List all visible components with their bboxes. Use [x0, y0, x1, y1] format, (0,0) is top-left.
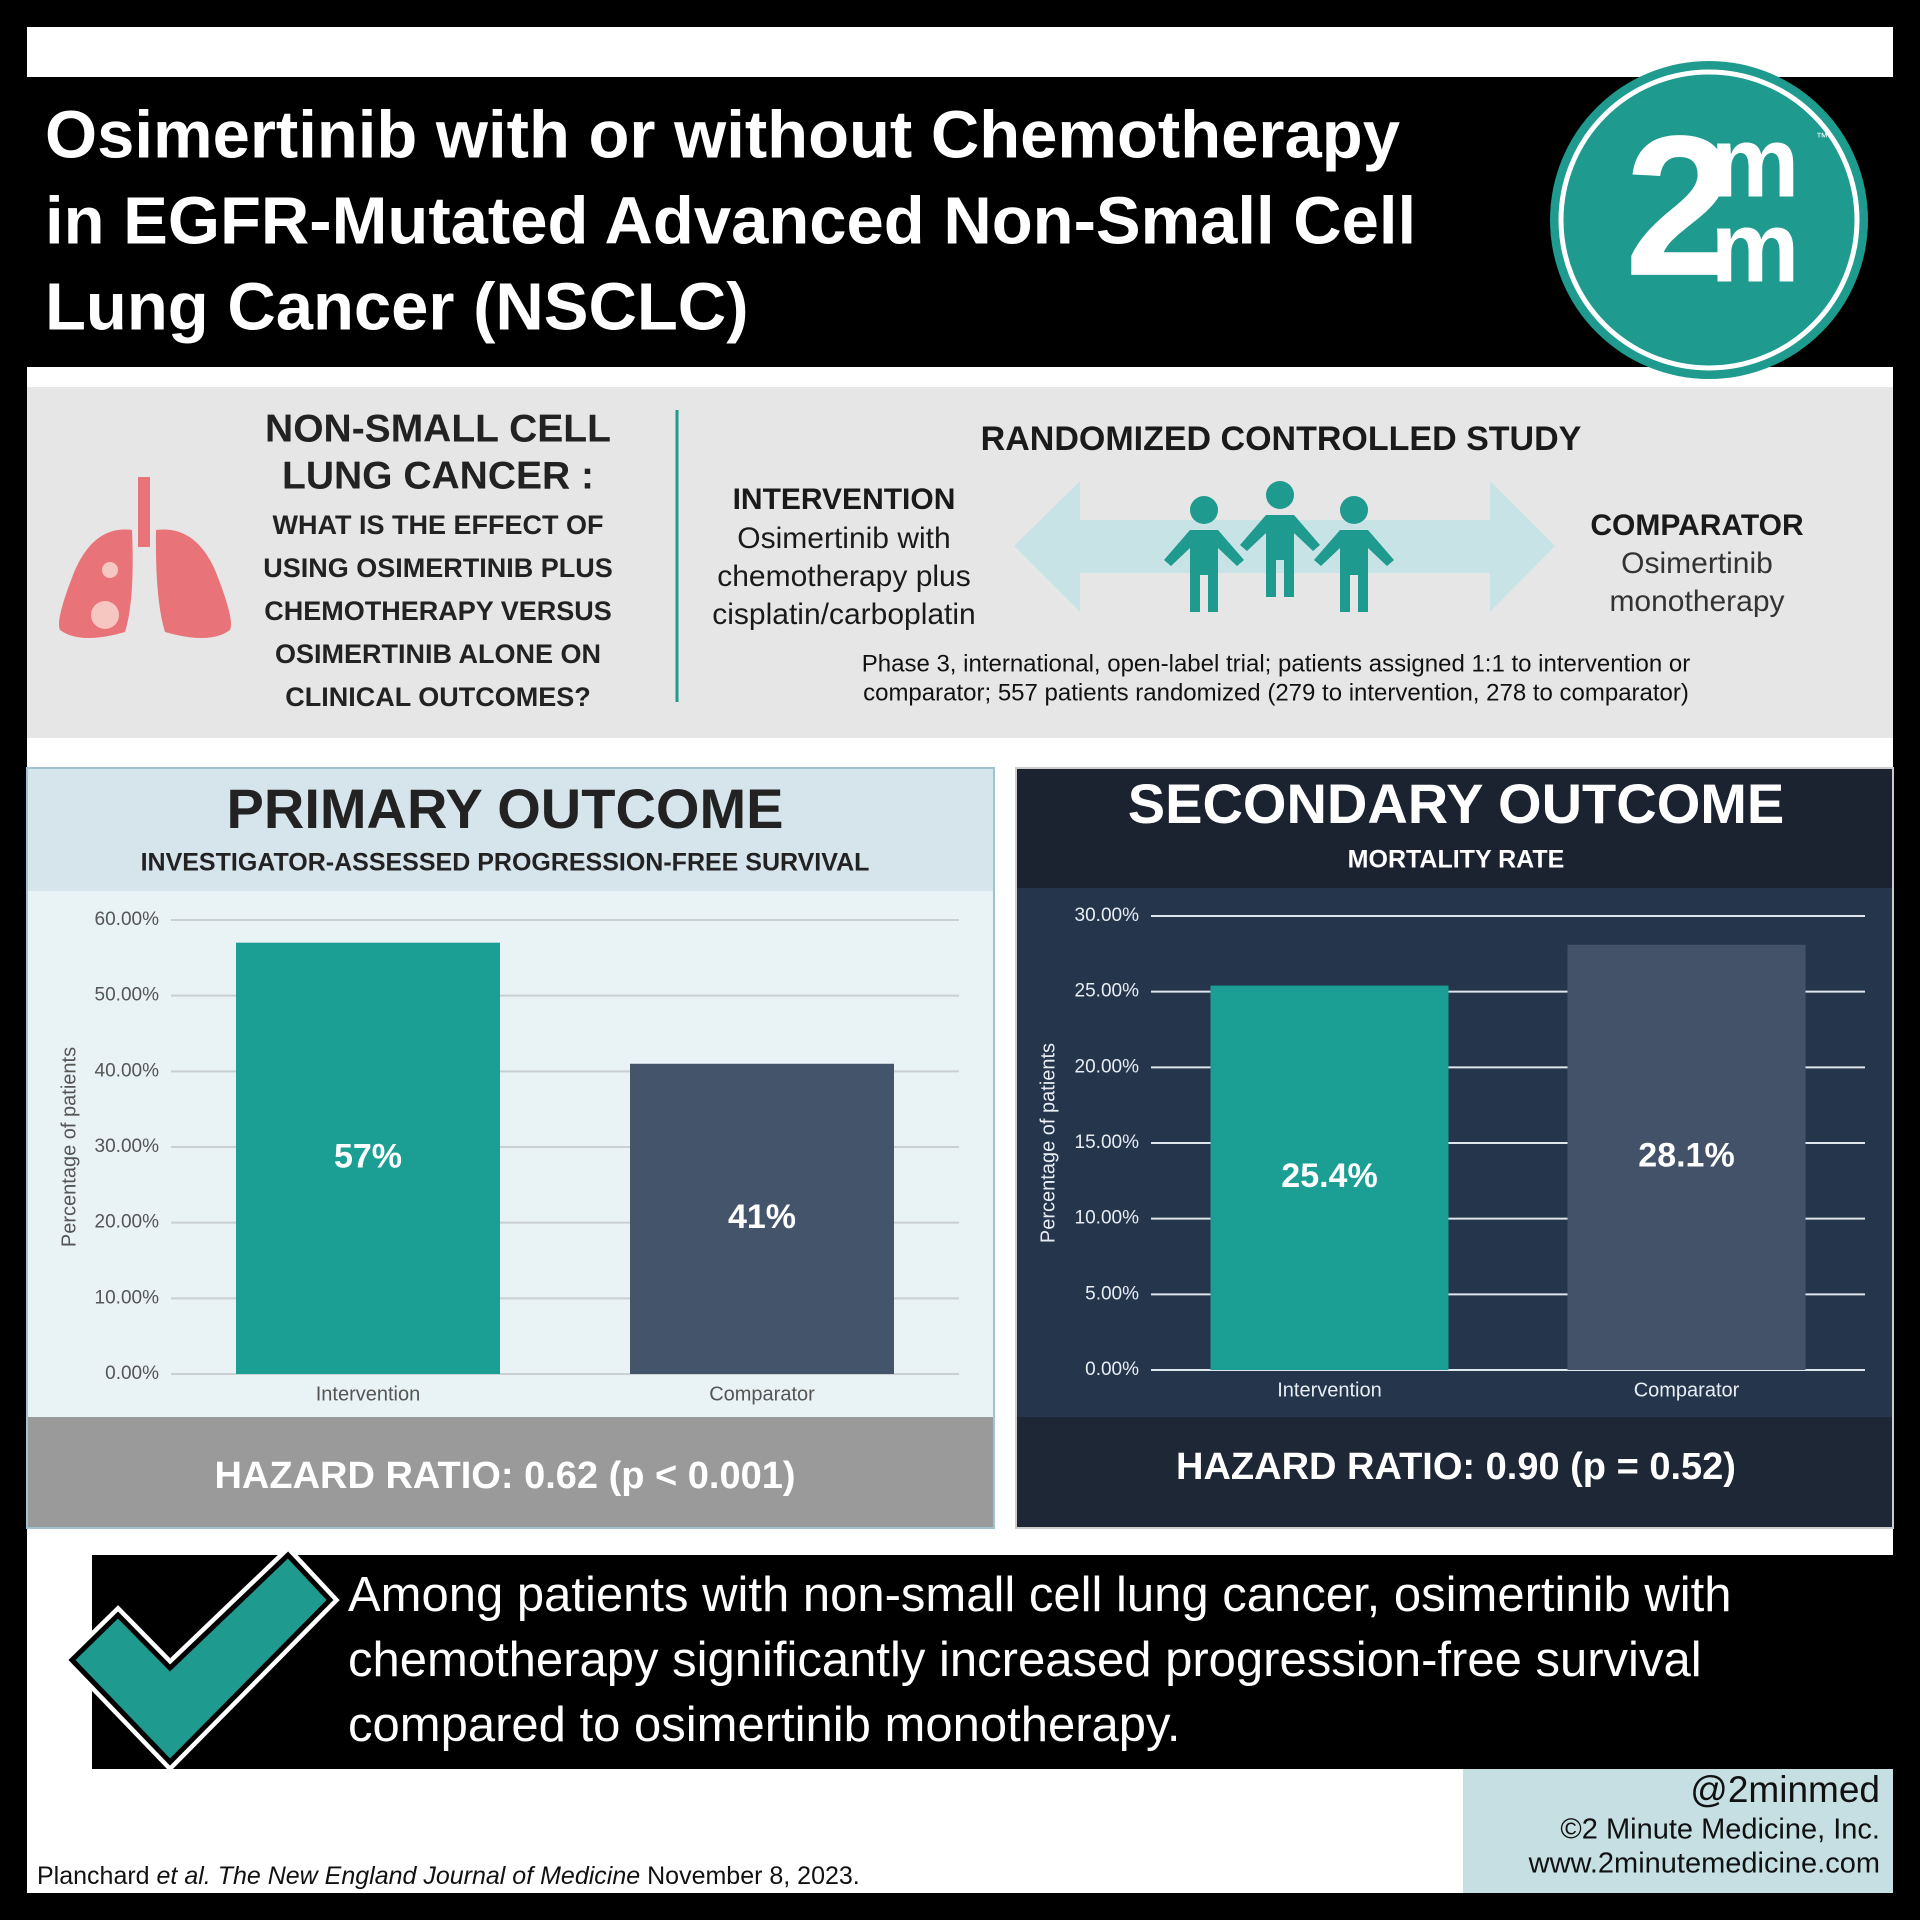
y-tick-label: 0.00% — [1085, 1359, 1139, 1380]
x-tick-label: Comparator — [709, 1383, 815, 1405]
primary-footer — [28, 1417, 993, 1527]
annotation: HAZARD RATIO: 0.62 (p < 0.001) — [214, 1455, 795, 1497]
conclusion-line: Among patients with non-small cell lung … — [348, 1568, 1732, 1622]
lung-right — [155, 529, 231, 639]
primary-header — [28, 769, 993, 891]
comparator-text: Osimertinib — [1621, 547, 1773, 580]
title: Osimertinib with or without Chemotherapy… — [45, 98, 1416, 345]
conclusion: Among patients with non-small cell lung … — [348, 1568, 1732, 1752]
charts: PRIMARY OUTCOME INVESTIGATOR-ASSESSED PRO… — [58, 772, 1865, 1497]
intervention-label: INTERVENTION — [733, 483, 956, 516]
chart-subtitle: MORTALITY RATE — [1348, 846, 1565, 874]
conclusion-box — [92, 1555, 1893, 1769]
intervention-text: chemotherapy plus — [717, 560, 970, 593]
citation-author: Planchard — [37, 1862, 150, 1890]
y-tick-label: 30.00% — [1075, 905, 1140, 926]
citation: Planchard et al. The New England Journal… — [37, 1862, 860, 1890]
y-tick-label: 0.00% — [105, 1363, 159, 1384]
x-tick-label: Intervention — [316, 1383, 421, 1405]
question-heading: NON-SMALL CELL — [265, 407, 611, 450]
design-text: comparator; 557 patients randomized (279… — [863, 679, 1689, 706]
logo-letter: m — [1711, 106, 1800, 218]
y-tick-label: 10.00% — [95, 1287, 160, 1308]
value-label: 25.4% — [1281, 1157, 1377, 1195]
chart-title: SECONDARY OUTCOME — [1128, 772, 1785, 835]
annotation: HAZARD RATIO: 0.90 (p = 0.52) — [1176, 1446, 1736, 1488]
person — [1240, 481, 1320, 597]
bar — [1567, 944, 1806, 1370]
website: www.2minutemedicine.com — [1528, 1848, 1880, 1880]
logo-trademark: ™ — [1816, 130, 1828, 144]
y-tick-label: 20.00% — [95, 1212, 160, 1233]
citation-journal: The New England Journal of Medicine — [218, 1862, 640, 1890]
bar — [1210, 985, 1449, 1370]
person — [1314, 496, 1394, 612]
y-tick-label: 10.00% — [1075, 1208, 1140, 1229]
y-tick-label: 40.00% — [95, 1060, 160, 1081]
value-label: 41% — [728, 1198, 796, 1236]
chart-subtitle: INVESTIGATOR-ASSESSED PROGRESSION-FREE S… — [141, 849, 870, 877]
trachea — [138, 477, 150, 547]
title-line: in EGFR-Mutated Advanced Non-Small Cell — [45, 184, 1416, 259]
value-label: 57% — [334, 1137, 402, 1175]
tumor — [91, 601, 119, 629]
x-tick-label: Comparator — [1634, 1379, 1740, 1401]
chart-title: PRIMARY OUTCOME — [227, 777, 784, 840]
secondary-footer — [1017, 1417, 1892, 1527]
intervention-text: cisplatin/carboplatin — [712, 598, 975, 631]
value-label: 28.1% — [1638, 1136, 1734, 1174]
y-axis-label: Percentage of patients — [1037, 1043, 1059, 1243]
tumor — [102, 562, 118, 578]
person — [1164, 496, 1244, 612]
credit-box — [1463, 1769, 1893, 1893]
y-tick-label: 60.00% — [95, 909, 160, 930]
citation-etal: et al. — [157, 1862, 211, 1890]
x-tick-label: Intervention — [1277, 1379, 1382, 1401]
question-text: CHEMOTHERAPY VERSUS — [264, 596, 612, 626]
secondary-header — [1017, 769, 1892, 888]
y-tick-label: 25.00% — [1075, 981, 1140, 1002]
title-line: Lung Cancer (NSCLC) — [45, 270, 749, 345]
bar — [630, 1063, 894, 1374]
bar — [236, 942, 500, 1374]
copyright: ©2 Minute Medicine, Inc. — [1560, 1814, 1880, 1846]
study-title: RANDOMIZED CONTROLLED STUDY — [981, 420, 1582, 458]
study-band — [27, 387, 1893, 738]
y-tick-label: 20.00% — [1075, 1056, 1140, 1077]
study-text: Osimertinib with chemotherapy plus cisplat… — [712, 522, 1784, 706]
question-text: OSIMERTINIB ALONE ON — [275, 639, 601, 669]
title-line: Osimertinib with or without Chemotherapy — [45, 98, 1400, 173]
y-tick-label: 50.00% — [95, 985, 160, 1006]
question-text: WHAT IS THE EFFECT OF — [273, 510, 604, 540]
conclusion-line: chemotherapy significantly increased pro… — [348, 1633, 1702, 1687]
design-text: Phase 3, international, open-label trial… — [862, 650, 1691, 677]
logo-number: 2 — [1624, 95, 1735, 318]
handle: @2minmed — [1690, 1769, 1880, 1810]
y-tick-label: 30.00% — [95, 1136, 160, 1157]
logo-letter: m — [1711, 191, 1800, 303]
citation-date: November 8, 2023. — [647, 1862, 860, 1890]
comparator-text: monotherapy — [1609, 585, 1784, 618]
question-text: CLINICAL OUTCOMES? — [285, 682, 591, 712]
logo-ring — [1558, 69, 1860, 371]
people-icon — [1164, 481, 1394, 612]
y-tick-label: 15.00% — [1075, 1132, 1140, 1153]
logo-circle — [1550, 61, 1868, 379]
comparator-label: COMPARATOR — [1590, 509, 1804, 542]
intervention-text: Osimertinib with — [737, 522, 950, 555]
lungs-icon — [59, 477, 231, 639]
question-text: USING OSIMERTINIB PLUS — [263, 553, 613, 583]
y-tick-label: 5.00% — [1085, 1283, 1139, 1304]
question-heading: LUNG CANCER : — [282, 454, 594, 497]
conclusion-line: compared to osimertinib monotherapy. — [348, 1698, 1181, 1752]
y-axis-label: Percentage of patients — [58, 1047, 80, 1247]
checkmark-outline — [68, 1551, 334, 1766]
